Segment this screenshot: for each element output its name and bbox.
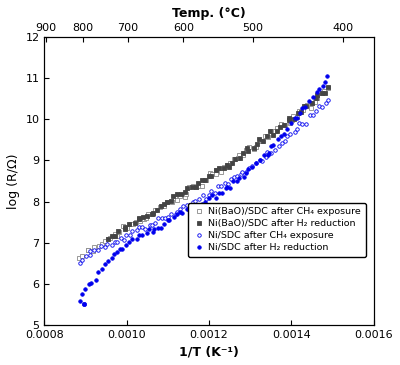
Ni/SDC after H₂ reduction	[325, 74, 330, 78]
Ni(BaO)/SDC after CH₄ exposure	[187, 185, 192, 189]
Ni(BaO)/SDC after H₂ reduction	[171, 194, 176, 199]
Ni/SDC after H₂ reduction	[246, 166, 251, 171]
Ni(BaO)/SDC after CH₄ exposure	[228, 161, 232, 165]
Ni/SDC after H₂ reduction	[228, 185, 233, 190]
Ni/SDC after H₂ reduction	[224, 185, 229, 189]
Ni/SDC after H₂ reduction	[298, 111, 302, 116]
Ni(BaO)/SDC after CH₄ exposure	[237, 153, 242, 157]
Ni/SDC after H₂ reduction	[78, 299, 82, 303]
Ni/SDC after CH₄ exposure	[326, 98, 331, 103]
Ni(BaO)/SDC after CH₄ exposure	[247, 145, 252, 149]
Ni/SDC after CH₄ exposure	[297, 121, 302, 126]
Ni/SDC after CH₄ exposure	[77, 261, 82, 265]
Ni(BaO)/SDC after H₂ reduction	[200, 178, 204, 182]
Ni/SDC after H₂ reduction	[237, 176, 242, 180]
Ni(BaO)/SDC after H₂ reduction	[320, 91, 325, 95]
Ni/SDC after H₂ reduction	[187, 207, 192, 212]
Ni/SDC after CH₄ exposure	[238, 172, 243, 176]
Line: Ni/SDC after H₂ reduction: Ni/SDC after H₂ reduction	[78, 74, 329, 303]
Ni/SDC after CH₄ exposure	[247, 166, 252, 170]
X-axis label: Temp. (°C): Temp. (°C)	[172, 7, 246, 20]
Line: Ni(BaO)/SDC after H₂ reduction: Ni(BaO)/SDC after H₂ reduction	[107, 85, 330, 241]
Ni(BaO)/SDC after H₂ reduction	[326, 84, 331, 89]
Ni(BaO)/SDC after H₂ reduction	[295, 110, 300, 115]
Ni(BaO)/SDC after CH₄ exposure	[76, 256, 81, 260]
Ni/SDC after CH₄ exposure	[188, 206, 193, 210]
Ni(BaO)/SDC after H₂ reduction	[159, 204, 164, 208]
X-axis label: 1/T (K⁻¹): 1/T (K⁻¹)	[179, 345, 239, 358]
Line: Ni/SDC after CH₄ exposure: Ni/SDC after CH₄ exposure	[78, 99, 330, 265]
Line: Ni(BaO)/SDC after CH₄ exposure: Ni(BaO)/SDC after CH₄ exposure	[77, 87, 330, 260]
Ni(BaO)/SDC after CH₄ exposure	[326, 86, 330, 91]
Ni/SDC after CH₄ exposure	[229, 177, 234, 181]
Ni/SDC after CH₄ exposure	[225, 181, 230, 186]
Ni(BaO)/SDC after CH₄ exposure	[296, 108, 301, 113]
Y-axis label: log (R/Ω): log (R/Ω)	[7, 153, 20, 209]
Ni(BaO)/SDC after H₂ reduction	[222, 166, 226, 170]
Legend: Ni(BaO)/SDC after CH₄ exposure, Ni(BaO)/SDC after H₂ reduction, Ni/SDC after CH₄: Ni(BaO)/SDC after CH₄ exposure, Ni(BaO)/…	[188, 203, 366, 257]
Ni(BaO)/SDC after H₂ reduction	[106, 237, 111, 241]
Ni(BaO)/SDC after CH₄ exposure	[224, 162, 229, 167]
